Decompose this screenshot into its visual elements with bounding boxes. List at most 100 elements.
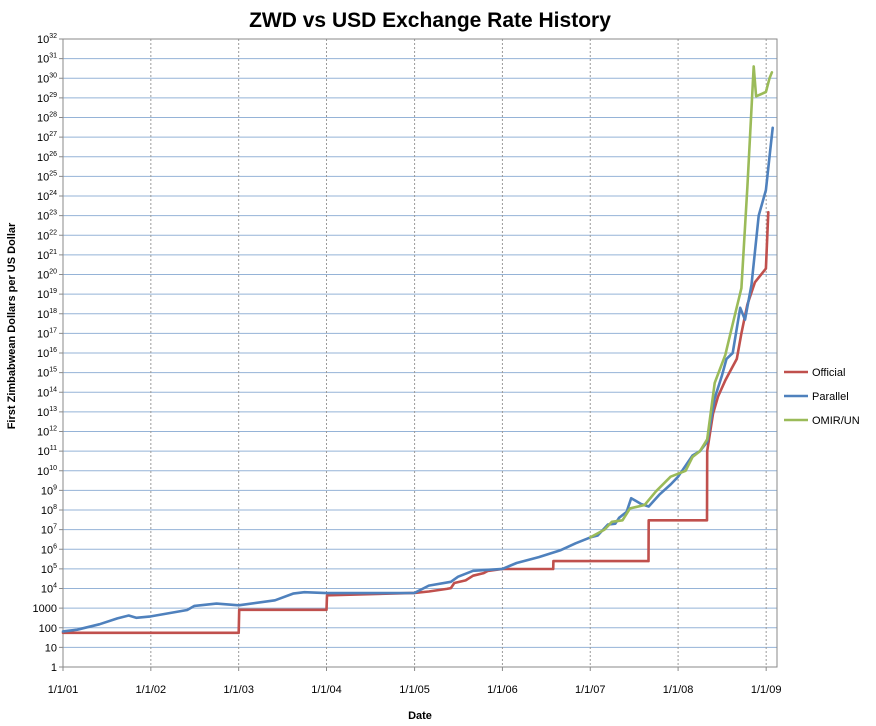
y-tick-base: 10 <box>37 171 49 183</box>
y-tick-base: 10 <box>37 152 49 164</box>
y-tick-label: 1025 <box>37 170 57 183</box>
y-tick-exponent: 31 <box>49 53 57 60</box>
y-tick-base: 10 <box>37 93 49 105</box>
y-tick-label: 1022 <box>37 229 57 242</box>
y-tick-base: 10 <box>37 328 49 340</box>
y-tick-exponent: 23 <box>49 210 57 217</box>
y-tick-base: 10 <box>37 387 49 399</box>
y-tick-label: 1014 <box>37 386 57 399</box>
y-tick-base: 10 <box>37 427 49 439</box>
y-tick-base: 10 <box>37 211 49 223</box>
y-tick-label: 1015 <box>37 367 57 380</box>
y-tick-label: 1011 <box>37 445 57 458</box>
x-tick-label: 1/1/05 <box>399 684 430 696</box>
y-tick-base: 10 <box>37 250 49 262</box>
legend-label-omir-un: OMIR/UN <box>812 415 860 427</box>
y-tick-base: 10 <box>41 564 53 576</box>
legend-label-official: Official <box>812 367 845 379</box>
y-tick-base: 10 <box>45 642 57 654</box>
y-tick-exponent: 25 <box>49 170 57 177</box>
y-tick-exponent: 8 <box>53 504 57 511</box>
y-tick-exponent: 20 <box>49 269 57 276</box>
y-tick-label: 104 <box>41 583 57 596</box>
y-tick-label: 1024 <box>37 190 57 203</box>
legend-label-parallel: Parallel <box>812 391 849 403</box>
x-tick-label: 1/1/09 <box>751 684 782 696</box>
y-tick-label: 1029 <box>37 92 57 105</box>
y-tick-label: 1016 <box>37 347 57 360</box>
y-tick-base: 10 <box>41 544 53 556</box>
y-tick-base: 100 <box>39 623 57 635</box>
y-tick-base: 10 <box>41 584 53 596</box>
chart-title: ZWD vs USD Exchange Rate History <box>249 9 611 32</box>
y-tick-exponent: 28 <box>49 112 57 119</box>
y-tick-label: 105 <box>41 563 57 576</box>
y-tick-label: 1010 <box>37 465 57 478</box>
y-tick-label: 1000 <box>33 603 57 615</box>
y-tick-base: 10 <box>37 230 49 242</box>
y-tick-base: 10 <box>37 54 49 66</box>
y-tick-exponent: 24 <box>49 190 57 197</box>
x-tick-label: 1/1/08 <box>663 684 694 696</box>
y-tick-label: 1 <box>51 662 57 674</box>
y-tick-base: 10 <box>37 446 49 458</box>
y-tick-base: 10 <box>37 132 49 144</box>
y-tick-base: 10 <box>37 466 49 478</box>
y-tick-exponent: 29 <box>49 92 57 99</box>
y-tick-label: 1020 <box>37 269 57 282</box>
y-tick-base: 10 <box>41 505 53 517</box>
y-tick-exponent: 30 <box>49 72 57 79</box>
y-tick-label: 100 <box>39 623 57 635</box>
series-line-parallel <box>61 126 775 633</box>
y-tick-exponent: 7 <box>53 524 57 531</box>
y-tick-exponent: 19 <box>49 288 57 295</box>
y-tick-exponent: 32 <box>49 33 57 40</box>
y-tick-exponent: 12 <box>49 426 57 433</box>
x-tick-label: 1/1/02 <box>136 684 167 696</box>
y-axis-ticks: 1101001000104105106107108109101010111012… <box>33 33 63 674</box>
y-tick-exponent: 21 <box>49 249 57 256</box>
y-tick-label: 1018 <box>37 308 57 321</box>
y-tick-exponent: 27 <box>49 131 57 138</box>
x-tick-label: 1/1/03 <box>223 684 254 696</box>
y-tick-label: 1028 <box>37 112 57 125</box>
y-tick-label: 108 <box>41 504 57 517</box>
y-tick-label: 1019 <box>37 288 57 301</box>
y-tick-base: 1 <box>51 662 57 674</box>
y-tick-label: 107 <box>41 524 57 537</box>
y-tick-base: 10 <box>37 191 49 203</box>
series-line-omir-un <box>588 65 774 539</box>
y-tick-label: 1012 <box>37 426 57 439</box>
y-tick-exponent: 13 <box>49 406 57 413</box>
x-tick-label: 1/1/07 <box>575 684 606 696</box>
y-tick-label: 109 <box>41 484 57 497</box>
y-tick-base: 10 <box>37 289 49 301</box>
y-tick-label: 1032 <box>37 33 57 46</box>
y-tick-label: 1023 <box>37 210 57 223</box>
y-tick-exponent: 16 <box>49 347 57 354</box>
y-tick-label: 1021 <box>37 249 57 262</box>
y-tick-base: 10 <box>37 113 49 125</box>
y-tick-exponent: 15 <box>49 367 57 374</box>
y-tick-label: 10 <box>45 642 57 654</box>
y-tick-label: 1031 <box>37 53 57 66</box>
y-tick-exponent: 5 <box>53 563 57 570</box>
y-tick-base: 10 <box>37 73 49 85</box>
y-tick-base: 10 <box>41 485 53 497</box>
grid <box>63 39 777 667</box>
y-tick-exponent: 17 <box>49 327 57 334</box>
legend: Official Parallel OMIR/UN <box>784 367 860 427</box>
x-axis-label: Date <box>408 710 432 722</box>
y-axis-label: First Zimbabwean Dollars per US Dollar <box>6 222 18 429</box>
y-tick-base: 10 <box>37 34 49 46</box>
y-tick-exponent: 6 <box>53 543 57 550</box>
y-tick-exponent: 14 <box>49 386 57 393</box>
y-tick-label: 1030 <box>37 72 57 85</box>
x-tick-label: 1/1/01 <box>48 684 79 696</box>
series-lines <box>61 65 775 635</box>
y-tick-label: 106 <box>41 543 57 556</box>
x-tick-label: 1/1/04 <box>311 684 342 696</box>
x-axis-ticks: 1/1/01 1/1/02 1/1/03 1/1/04 1/1/05 1/1/06 1/1/… <box>48 667 782 696</box>
